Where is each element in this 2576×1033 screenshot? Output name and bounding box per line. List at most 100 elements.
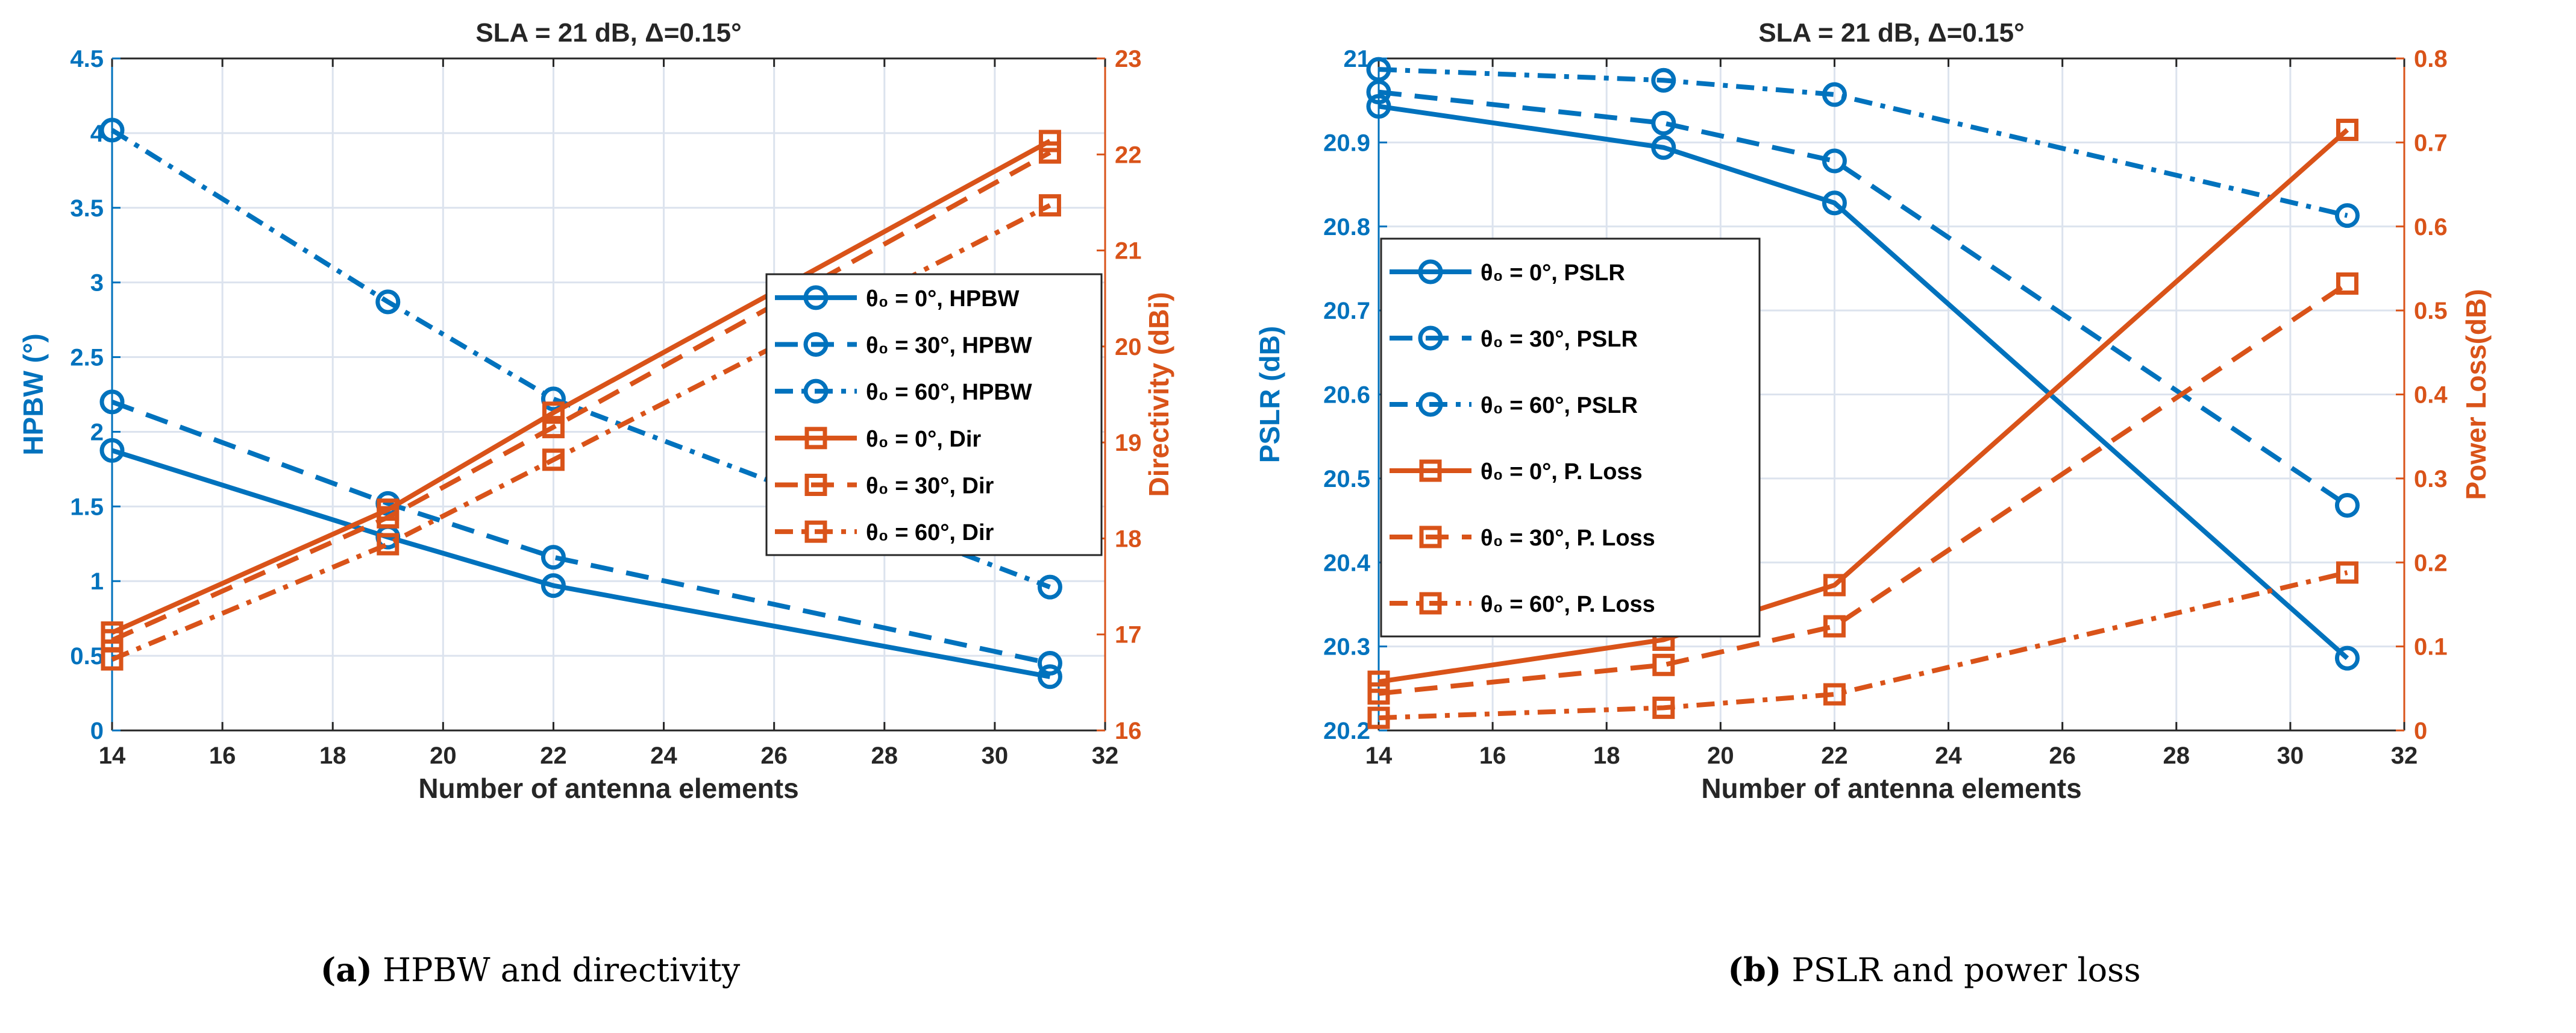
caption-text: HPBW and directivity [372,951,741,989]
legend-marker [803,332,829,357]
data-point [1823,683,1846,706]
legend-label: θ₀ = 30°, P. Loss [1481,526,1655,551]
legend: θ₀ = 0°, PSLR θ₀ = 30°, PSLR θ₀ = 60°, PSL… [1380,237,1761,638]
legend-marker [803,285,829,310]
y-axis-label-right: Power Loss(dB) [2460,289,2492,500]
data-point [1037,664,1062,689]
data-point [1823,574,1846,597]
legend-label: θ₀ = 60°, P. Loss [1481,592,1655,617]
chart-title: SLA = 21 dB, Δ=0.15° [1758,18,2024,48]
x-tick-label: 20 [1707,743,1734,769]
data-point [1823,615,1846,638]
data-point [99,389,125,415]
legend-marker [803,378,829,404]
data-point [2336,272,2358,295]
data-point [1366,93,1391,119]
chart-a: 14 16 18 20 22 24 26 28 30 3200.511.522.533.544.5… [17,18,1174,989]
legend-label: θ₀ = 0°, PSLR [1481,260,1625,286]
data-point [2336,561,2358,584]
data-point [2334,203,2360,228]
y-axis-label-left: HPBW (°) [17,333,49,455]
series-5 [1367,272,2358,705]
data-point [377,533,400,556]
data-point [2336,118,2358,141]
data-point [1038,141,1061,164]
data-point [1822,190,1847,216]
data-point [101,648,124,671]
data-point [1822,148,1847,174]
legend-marker [804,427,827,450]
legend-marker [804,520,827,543]
data-point [1037,574,1062,600]
data-point [1367,670,1390,693]
series-line [1378,104,2349,661]
data-point [1822,82,1847,107]
legend-label: θ₀ = 30°, HPBW [866,333,1032,359]
x-tick-label: 18 [1593,743,1620,769]
x-tick-label: 14 [1365,743,1393,769]
data-point [541,386,566,412]
series-3 [1366,57,2360,228]
y-axis-label-right: Directivity (dBi) [1143,292,1174,497]
y-tick-label-right: 0.7 [2414,130,2448,156]
data-point [1652,696,1675,719]
data-point [1652,653,1675,676]
series-6 [1367,561,2358,729]
data-point [1367,682,1390,705]
data-point [541,573,566,598]
y-tick-label-left: 20.8 [1323,214,1370,240]
y-tick-label-left: 20.9 [1323,130,1370,156]
legend: θ₀ = 0°, HPBW θ₀ = 30°, HPBW θ₀ = 60°, HPB… [765,273,1103,556]
legend-label: θ₀ = 60°, HPBW [866,380,1032,405]
legend-box [1380,237,1761,638]
y-tick-label-left: 2.5 [70,345,104,371]
caption: (a) HPBW and directivity [321,950,741,989]
y-tick-label-left: 1 [90,568,104,595]
legend-box [765,273,1103,556]
y-tick-label-right: 22 [1115,142,1142,168]
x-axis-label: Number of antenna elements [1701,773,2081,804]
y-tick-label-right: 17 [1115,622,1142,648]
y-tick-label-right: 0.6 [2414,214,2448,240]
x-tick-label: 32 [2391,743,2418,769]
x-tick-label: 26 [760,743,788,769]
legend-marker [1418,325,1443,351]
legend-label: θ₀ = 30°, Dir [866,474,994,499]
caption-label: (a) [321,950,372,989]
y-tick-label-left: 3.5 [70,195,104,222]
data-point [1038,194,1061,217]
data-point [1366,80,1391,105]
series-line [111,400,1051,666]
y-tick-label-left: 20.6 [1323,382,1370,409]
series-line [1378,570,2348,721]
legend-label: θ₀ = 30°, PSLR [1481,327,1638,352]
x-tick-label: 24 [1935,743,1962,769]
legend-marker [804,474,827,496]
series-line [1378,281,2349,696]
legend-marker [1419,592,1442,615]
y-tick-label-left: 20.7 [1323,298,1370,324]
y-tick-label-left: 20.4 [1323,550,1371,576]
y-tick-label-right: 0.3 [2414,466,2448,492]
y-tick-label-right: 16 [1115,718,1142,744]
data-point [377,506,400,529]
y-tick-label-left: 21 [1344,46,1371,72]
data-point [542,401,565,424]
y-tick-label-left: 0.5 [70,643,104,670]
legend-label: θ₀ = 0°, Dir [866,427,981,452]
x-tick-label: 24 [650,743,677,769]
x-tick-label: 22 [540,743,567,769]
chart-b: 14 16 18 20 22 24 26 28 30 32 20.2 20.3 20.4 20.5 20.6… [1254,18,2492,989]
series-line [111,448,1051,679]
data-point [99,438,125,463]
x-tick-label: 22 [1821,743,1848,769]
y-tick-label-right: 0.4 [2414,382,2448,409]
legend-label: θ₀ = 60°, Dir [866,520,994,545]
data-point [1037,651,1062,676]
x-tick-label: 18 [319,743,346,769]
x-tick-label: 14 [99,743,126,769]
data-point [1651,135,1676,160]
y-tick-label-left: 2 [90,419,104,445]
legend-marker [1419,459,1442,482]
